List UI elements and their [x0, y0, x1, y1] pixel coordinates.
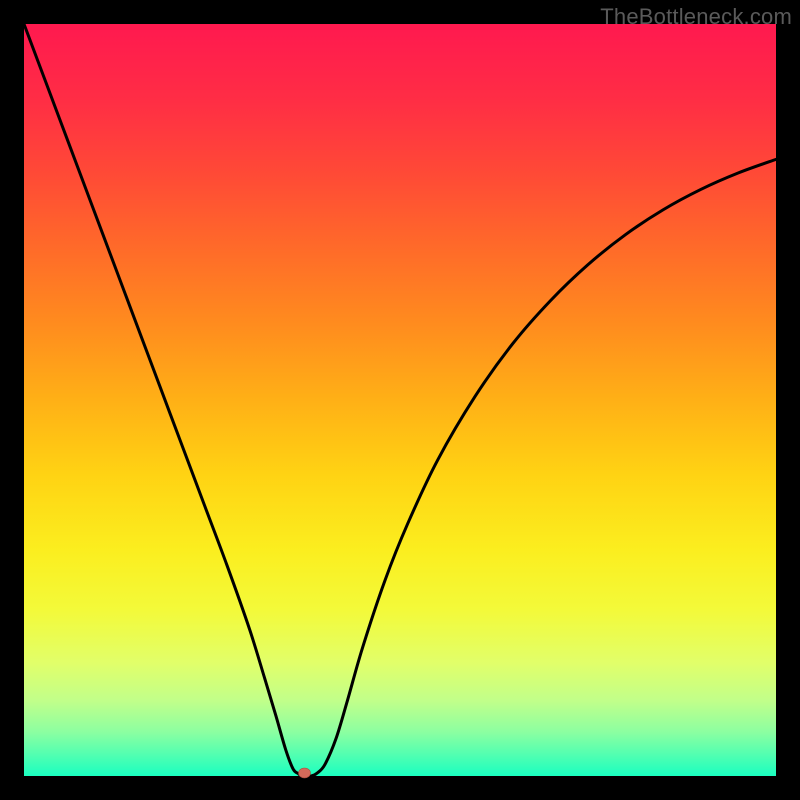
watermark-text: TheBottleneck.com	[600, 4, 792, 30]
bottleneck-chart	[0, 0, 800, 800]
minimum-marker	[298, 768, 310, 778]
plot-gradient-background	[24, 24, 776, 776]
